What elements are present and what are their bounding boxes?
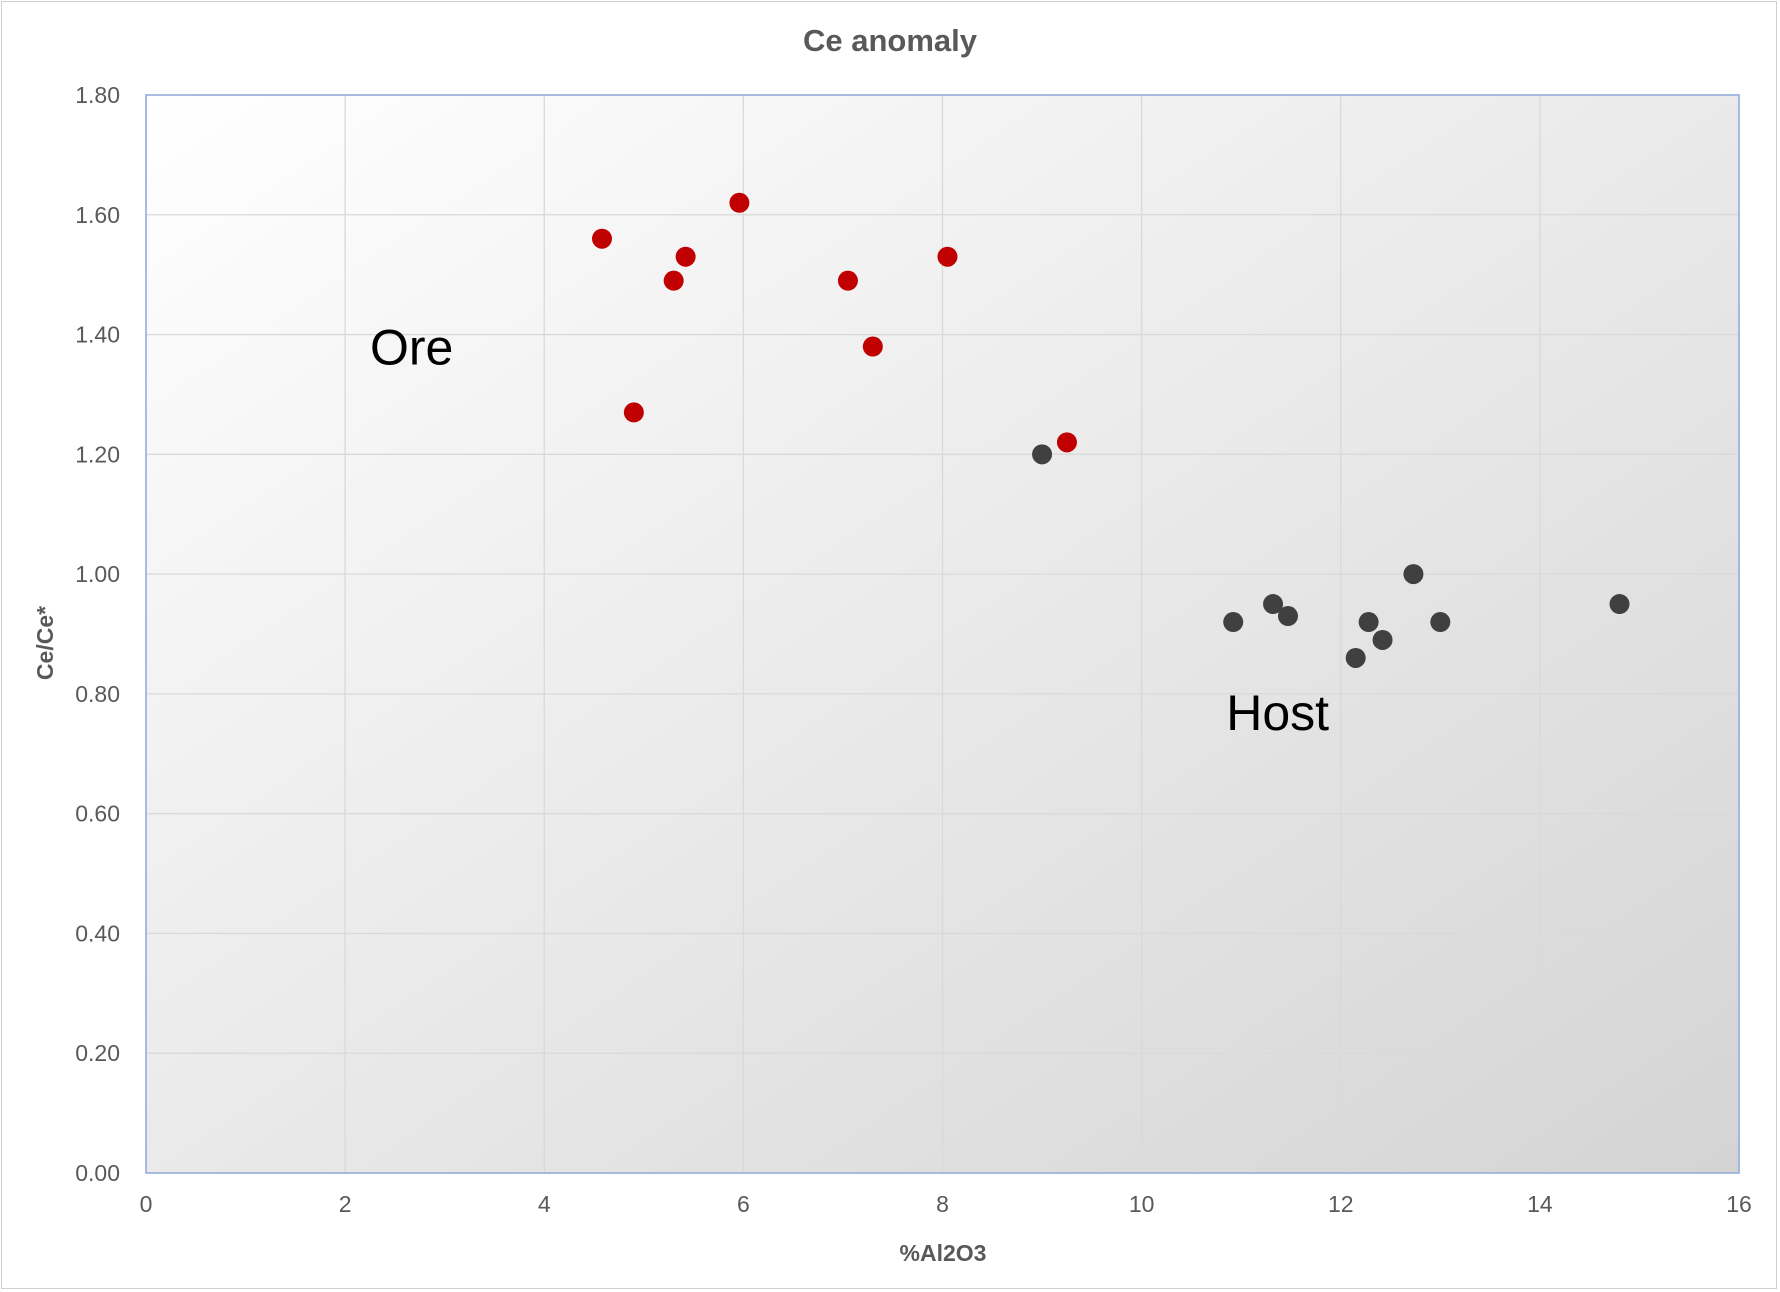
y-tick-label: 0.20 [75,1040,120,1066]
annotations: Ore Host [370,320,1329,741]
y-axis-title: Ce/Ce* [32,606,58,680]
data-point-series-0 [663,270,684,291]
data-point-series-0 [1056,432,1077,453]
x-tick-label: 12 [1328,1191,1354,1217]
x-tick-label: 0 [140,1191,153,1217]
data-point-series-1 [1277,606,1298,627]
x-tick-label: 2 [339,1191,352,1217]
y-tick-label: 1.00 [75,561,120,587]
data-point-series-0 [729,192,750,213]
data-point-series-1 [1430,612,1451,633]
annotation-host: Host [1226,685,1329,741]
y-tick-label: 0.40 [75,920,120,946]
plot-border [145,94,1740,1174]
y-tick-label: 1.60 [75,202,120,228]
data-point-series-1 [1263,594,1284,615]
data-point-series-1 [1609,594,1630,615]
data-point-series-1 [1223,612,1244,633]
data-point-series-0 [837,270,858,291]
tick-labels: 0 2 4 6 8 10 12 14 16 0.00 0.20 0.40 0.60 0.80 1.00 1.2… [75,82,1752,1217]
data-point-series-1 [1403,564,1424,585]
data-point-series-1 [1032,444,1053,465]
x-tick-label: 10 [1129,1191,1155,1217]
y-tick-label: 0.00 [75,1160,120,1186]
data-point-series-0 [937,246,958,267]
data-point-series-0 [623,402,644,423]
annotation-ore: Ore [370,320,453,376]
x-tick-label: 6 [737,1191,750,1217]
x-tick-label: 16 [1726,1191,1752,1217]
x-tick-label: 8 [936,1191,949,1217]
x-tick-label: 14 [1527,1191,1553,1217]
y-tick-label: 1.20 [75,441,120,467]
y-tick-label: 1.40 [75,322,120,348]
x-tick-label: 4 [538,1191,551,1217]
x-axis-title: %Al2O3 [900,1240,987,1266]
data-point-series-0 [862,336,883,357]
y-tick-label: 0.60 [75,801,120,827]
data-point-series-1 [1358,612,1379,633]
chart-title: Ce anomaly [803,23,978,58]
y-tick-label: 1.80 [75,82,120,108]
data-point-series-0 [591,228,612,249]
y-tick-label: 0.80 [75,681,120,707]
data-point-series-1 [1345,647,1366,668]
data-point-series-1 [1372,629,1393,650]
data-points [591,192,1630,668]
data-point-series-0 [675,246,696,267]
